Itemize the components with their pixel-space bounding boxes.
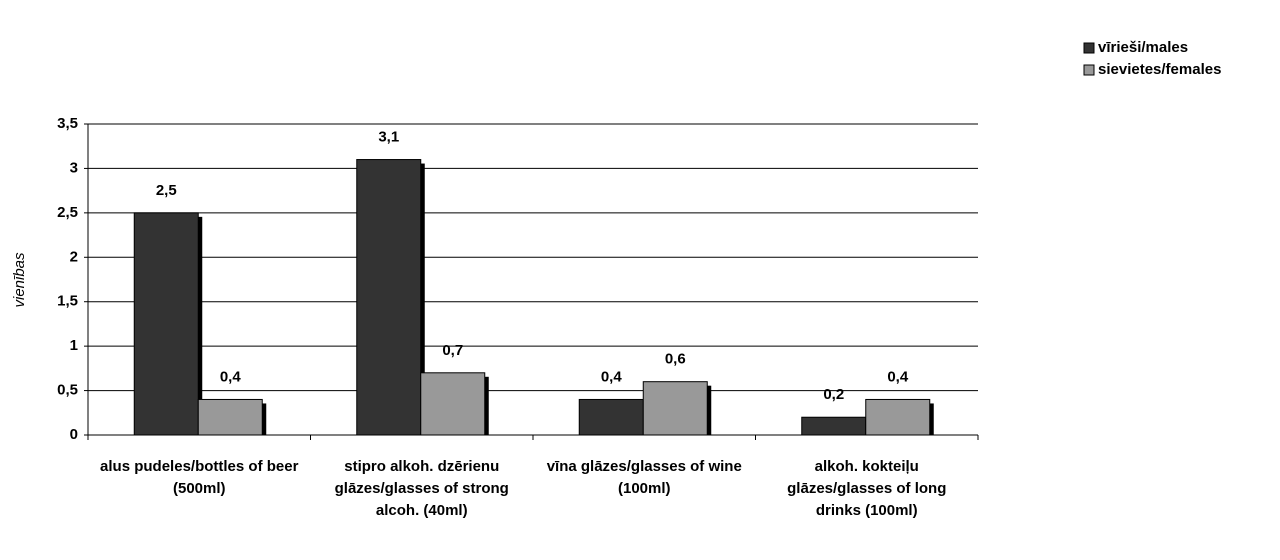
y-tick-label: 3,5 [57,115,78,132]
y-axis-label: vienības [11,252,28,308]
y-tick-label: 0,5 [57,382,78,399]
x-tick-label: alkoh. kokteiļu glāzes/glasses of long dri… [787,458,946,519]
x-tick-label: alus pudeles/bottles of beer (500ml) [100,458,299,497]
legend-label: sievietes/females [1098,61,1221,78]
x-tick-label: vīna glāzes/glasses of wine (100ml) [547,458,742,497]
value-label: 0,4 [601,368,623,385]
y-tick-label: 2,5 [57,204,78,221]
y-tick-label: 1,5 [57,293,78,310]
value-label: 0,4 [220,368,242,385]
legend-swatch [1083,42,1095,54]
x-tick-label: stipro alkoh. dzērienu glāzes/glasses of … [335,458,509,519]
value-label: 0,4 [887,368,909,385]
y-tick-label: 0 [70,426,78,443]
bar [642,381,708,436]
bar [197,398,263,436]
bar [801,416,867,436]
y-tick-label: 3 [70,159,78,176]
bar [133,212,199,436]
bar [578,398,644,436]
value-label: 2,5 [156,182,177,199]
y-tick-label: 2 [70,248,78,265]
bar [420,372,486,436]
bar [865,398,931,436]
value-label: 3,1 [378,129,399,146]
bar [356,159,422,436]
legend-swatch [1083,64,1095,76]
value-label: 0,6 [665,351,686,368]
value-label: 0,2 [823,386,844,403]
value-label: 0,7 [442,342,463,359]
legend-label: vīrieši/males [1098,39,1188,56]
y-tick-label: 1 [70,337,78,354]
